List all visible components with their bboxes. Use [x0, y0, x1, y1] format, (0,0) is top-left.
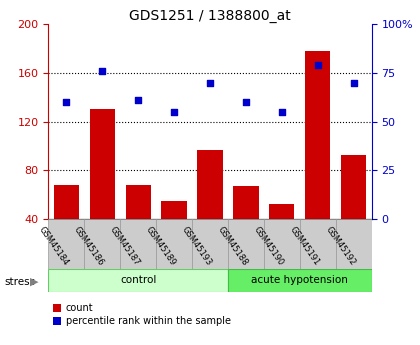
Text: GSM45188: GSM45188 [216, 225, 249, 267]
Text: control: control [120, 275, 156, 285]
Text: GSM45193: GSM45193 [180, 225, 214, 267]
Text: GSM45191: GSM45191 [288, 225, 321, 267]
Bar [126, 185, 151, 219]
Bar [120, 219, 156, 269]
Text: GSM45192: GSM45192 [324, 225, 357, 267]
Text: GSM45187: GSM45187 [108, 225, 142, 267]
Bar [336, 219, 372, 269]
Point [350, 80, 357, 86]
Point [243, 99, 249, 105]
Text: acute hypotension: acute hypotension [252, 275, 348, 285]
Point [315, 62, 321, 68]
Bar [228, 219, 264, 269]
Bar [48, 219, 84, 269]
Point [171, 109, 177, 115]
Text: ▶: ▶ [30, 277, 39, 287]
Point [207, 80, 213, 86]
Bar [228, 269, 372, 292]
Bar [234, 186, 259, 219]
Point [278, 109, 285, 115]
Point [63, 99, 70, 105]
Bar [300, 219, 336, 269]
Bar [89, 109, 115, 219]
Legend: count, percentile rank within the sample: count, percentile rank within the sample [53, 303, 231, 326]
Bar [156, 219, 192, 269]
Text: GSM45190: GSM45190 [252, 225, 286, 267]
Bar [84, 219, 120, 269]
Bar [54, 185, 79, 219]
Bar [264, 219, 300, 269]
Text: stress: stress [4, 277, 35, 287]
Bar [197, 150, 223, 219]
Text: GSM45184: GSM45184 [37, 225, 70, 267]
Bar [48, 269, 228, 292]
Bar [162, 201, 186, 219]
Bar [341, 155, 366, 219]
Bar [269, 205, 294, 219]
Text: GSM45186: GSM45186 [72, 225, 106, 267]
Bar [192, 219, 228, 269]
Bar [305, 51, 331, 219]
Title: GDS1251 / 1388800_at: GDS1251 / 1388800_at [129, 9, 291, 23]
Point [99, 68, 105, 74]
Point [135, 97, 142, 103]
Text: GSM45189: GSM45189 [144, 225, 178, 267]
